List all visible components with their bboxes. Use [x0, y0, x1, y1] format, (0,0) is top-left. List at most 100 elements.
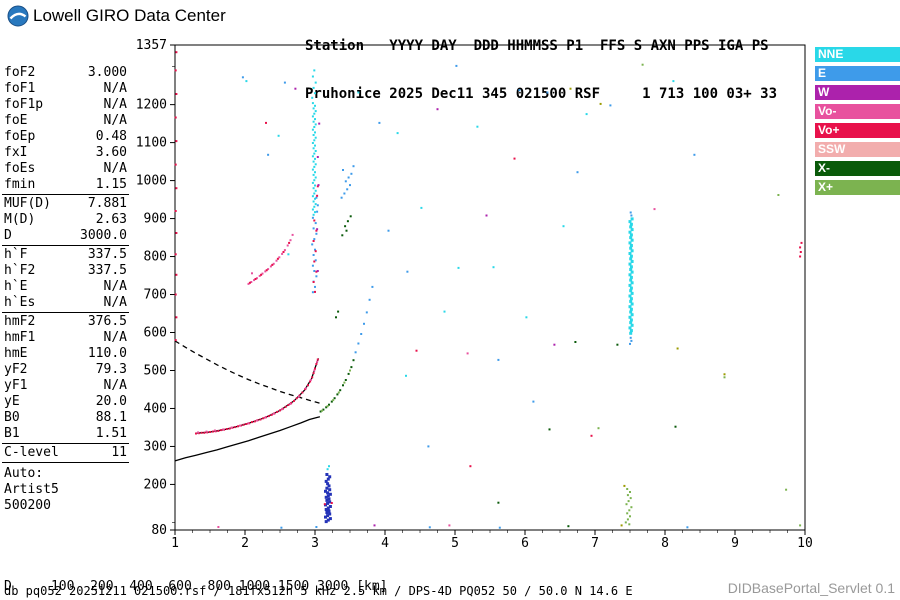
param-label: hmF1	[4, 330, 36, 345]
param-value: N/A	[103, 97, 127, 112]
param-row-hmf1: hmF1 N/A	[2, 330, 129, 346]
series-noise-magenta	[294, 87, 556, 527]
auto-version: 500200	[4, 498, 51, 513]
param-label: h`Es	[4, 295, 36, 310]
echo-direction-legend: NNE E W Vo- Vo+ SSW X- X+	[815, 47, 900, 199]
param-label: fmin	[4, 177, 36, 192]
param-row-mufd: MUF(D) 7.881	[2, 196, 129, 212]
param-row-fof2: foF2 3.000	[2, 65, 129, 81]
param-row-fxi: fxI 3.60	[2, 145, 129, 161]
profile-line	[174, 416, 321, 462]
param-row-b0: B0 88.1	[2, 410, 129, 426]
param-value: 3.60	[95, 145, 127, 160]
param-label: yF2	[4, 362, 28, 377]
param-value: 1.15	[95, 177, 127, 192]
param-row-hmf2: hmF2 376.5	[2, 314, 129, 330]
param-label: B0	[4, 410, 20, 425]
param-label: D	[4, 228, 12, 243]
brand-title: Lowell GIRO Data Center	[33, 6, 226, 25]
param-value: 3.000	[87, 65, 127, 80]
series-spread-7-5mhz-cyan	[628, 217, 634, 335]
station-header: Station YYYY DAY DDD HHMMSS P1 FFS S AXN…	[305, 6, 777, 134]
param-row-b1: B1 1.51	[2, 426, 129, 442]
param-row-fof1: foF1 N/A	[2, 81, 129, 97]
series-second-multiple-blue	[340, 165, 355, 199]
param-row-d: D 3000.0	[2, 228, 129, 244]
param-row-he: h`E N/A	[2, 279, 129, 295]
series-multiple-3mhz-magenta	[316, 122, 321, 272]
param-value: 20.0	[95, 394, 127, 409]
d-table-row: D 100 200 400 600 800 1000 1500 3000 [km…	[4, 579, 388, 594]
legend-item-x: X+	[815, 180, 900, 195]
auto-program: Artist5	[4, 482, 59, 497]
y-tick-label: 1200	[136, 98, 167, 113]
y-tick-label: 900	[144, 212, 167, 227]
param-value: 11	[111, 445, 127, 460]
param-row-hes: h`Es N/A	[2, 295, 129, 311]
series-x-trace-lightgreen	[321, 369, 351, 412]
param-row-foep: foEp 0.48	[2, 129, 129, 145]
series-noise-cyan	[245, 80, 675, 377]
param-row-hme: hmE 110.0	[2, 346, 129, 362]
param-value: 337.5	[87, 263, 127, 278]
series-left-edge-red-noise	[174, 51, 178, 342]
param-row-hf: h`F 337.5	[2, 247, 129, 263]
param-row-foe: foE N/A	[2, 113, 129, 129]
param-value: 110.0	[87, 346, 127, 361]
legend-item-ssw: SSW	[815, 142, 900, 157]
series-multiple-3mhz-blue	[311, 196, 319, 294]
param-label: foE	[4, 113, 28, 128]
param-label: hmF2	[4, 314, 36, 329]
param-value: 2.63	[95, 212, 127, 227]
series-noise-pink	[217, 208, 656, 528]
y-tick-label: 400	[144, 401, 167, 416]
param-value: 376.5	[87, 314, 127, 329]
y-tick-label: 1100	[136, 136, 167, 151]
y-tick-label: 1000	[136, 174, 167, 189]
param-value: 79.3	[95, 362, 127, 377]
param-label: MUF(D)	[4, 196, 51, 211]
legend-item-e: E	[815, 66, 900, 81]
y-tick-label: 80	[151, 523, 167, 538]
x-tick-label: 6	[521, 536, 529, 551]
x-tick-label: 1	[171, 536, 179, 551]
series-spread-7-5mhz-edge-blue	[629, 211, 633, 345]
param-label: h`E	[4, 279, 28, 294]
param-value: N/A	[103, 113, 127, 128]
x-tick-label: 5	[451, 536, 459, 551]
y-tick-label: 1357	[136, 38, 167, 53]
param-row-clevel: C-level 11	[2, 445, 129, 461]
param-value: N/A	[103, 378, 127, 393]
param-label: foF2	[4, 65, 36, 80]
giro-logo-icon	[7, 5, 29, 27]
series-noise-red	[265, 121, 803, 468]
param-group: h`F 337.5 h`F2 337.5 h`E N/A h`Es N/A	[2, 245, 129, 312]
param-label: yE	[4, 394, 20, 409]
series-multiple-3mhz-cyan	[311, 69, 317, 216]
servlet-version-label: DIDBasePortal_Servlet 0.1	[727, 580, 895, 596]
param-label: yF1	[4, 378, 28, 393]
series-noise-lightgreen	[597, 63, 802, 527]
plot-frame	[174, 44, 806, 531]
param-label: foEp	[4, 129, 36, 144]
param-value: N/A	[103, 279, 127, 294]
y-tick-label: 300	[144, 439, 167, 454]
param-value: 1.51	[95, 426, 127, 441]
series-x-trace-green	[319, 359, 355, 413]
series-e-region-cluster-red	[323, 502, 333, 506]
param-group: MUF(D) 7.881 M(D) 2.63 D 3000.0	[2, 194, 129, 245]
legend-item-w: W	[815, 85, 900, 100]
y-tick-label: 500	[144, 363, 167, 378]
series-es-7-5mhz-green	[624, 488, 633, 526]
y-tick-label: 600	[144, 326, 167, 341]
x-tick-label: 7	[591, 536, 599, 551]
param-row-md: M(D) 2.63	[2, 212, 129, 228]
param-value: N/A	[103, 330, 127, 345]
series-noise-olive	[569, 87, 726, 527]
param-row-fof1p: foF1p N/A	[2, 97, 129, 113]
param-group: hmF2 376.5 hmF1 N/A hmE 110.0 yF2 79.3 yF1 N/A yE 2…	[2, 312, 129, 443]
series-e-region-cluster-cyan	[326, 465, 330, 471]
param-label: C-level	[4, 445, 59, 460]
